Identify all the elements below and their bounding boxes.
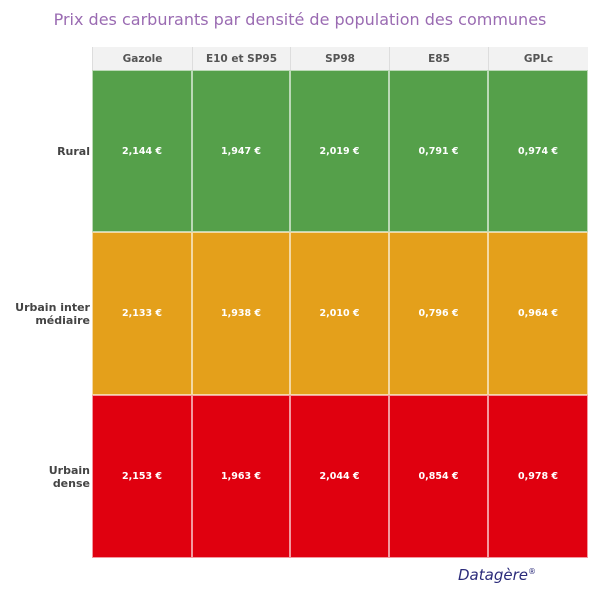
cell: 2,144 € bbox=[92, 70, 192, 232]
column-header: E85 bbox=[389, 47, 488, 70]
row-label-line: Rural bbox=[57, 144, 90, 158]
column-header: SP98 bbox=[290, 47, 389, 70]
logo-mark: ® bbox=[527, 567, 536, 576]
row-label-line: médiaire bbox=[35, 313, 90, 327]
column-header: GPLc bbox=[488, 47, 588, 70]
cell: 0,854 € bbox=[389, 395, 488, 558]
cell: 1,963 € bbox=[192, 395, 290, 558]
cell: 1,938 € bbox=[192, 232, 290, 395]
cell: 2,010 € bbox=[290, 232, 389, 395]
row-label-line: Urbain inter bbox=[15, 300, 90, 314]
cell: 2,019 € bbox=[290, 70, 389, 232]
row-label: Urbain dense bbox=[12, 395, 90, 558]
row-label: Rural bbox=[12, 70, 90, 232]
row-label-line: dense bbox=[52, 476, 90, 490]
cell: 0,974 € bbox=[488, 70, 588, 232]
column-header: Gazole bbox=[92, 47, 192, 70]
row-label: Urbain inter médiaire bbox=[12, 232, 90, 395]
cell: 1,947 € bbox=[192, 70, 290, 232]
cell: 2,153 € bbox=[92, 395, 192, 558]
row-label-line: Urbain bbox=[48, 463, 90, 477]
cell: 0,978 € bbox=[488, 395, 588, 558]
table: Gazole E10 et SP95 SP98 E85 GPLc Rural 2,144 €… bbox=[12, 47, 588, 558]
cell: 2,044 € bbox=[290, 395, 389, 558]
column-header: E10 et SP95 bbox=[192, 47, 290, 70]
cell: 0,964 € bbox=[488, 232, 588, 395]
title: Prix des carburants par densité de popul… bbox=[53, 10, 547, 29]
logo-text: Datagère bbox=[458, 566, 528, 584]
logo: Datagère® bbox=[458, 566, 536, 584]
cell: 2,133 € bbox=[92, 232, 192, 395]
cell: 0,796 € bbox=[389, 232, 488, 395]
cell: 0,791 € bbox=[389, 70, 488, 232]
